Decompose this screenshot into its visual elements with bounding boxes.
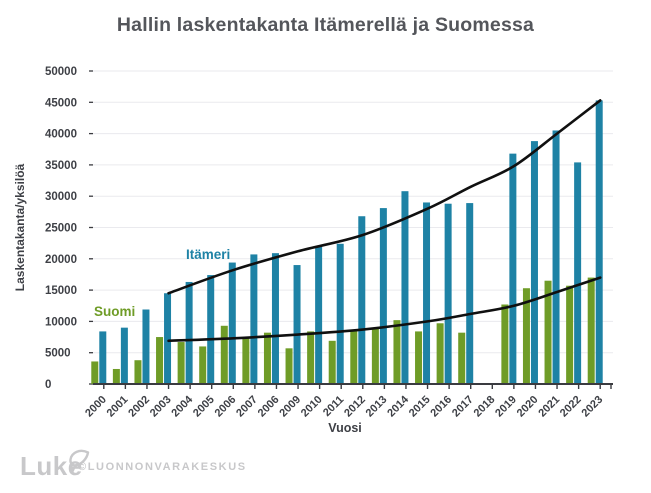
bar-suomi-2014 [393,320,401,384]
bar-suomi-2002 [134,360,142,384]
bar-itameri-2012 [358,216,366,384]
bar-itameri-2009 [293,265,301,384]
y-tick-label-5000: 5000 [45,348,71,360]
series-label-itämeri: Itämeri [186,247,230,262]
x-tick-label-0: 2000 [83,394,109,420]
y-tick-label-40000: 40000 [45,129,77,141]
y-tick-label-50000: 50000 [45,66,77,78]
luke-leaf-icon [69,449,90,473]
trend-line-suomi [167,276,602,343]
bar-suomi-2015 [415,331,423,384]
y-tick-label-35000: 35000 [45,160,77,172]
x-tick-label-3: 2003 [148,394,174,420]
x-tick-label-7: 2007 [234,394,260,420]
bar-suomi-2005 [199,346,207,384]
bar-suomi-2017 [458,332,466,384]
bar-itameri-2001 [120,327,128,384]
bar-itameri-2019 [509,153,517,384]
bar-suomi-2006 [220,325,228,384]
y-tick-label-10000: 10000 [45,316,77,328]
bar-suomi-2008 [263,332,271,384]
series-label-suomi: Suomi [94,304,135,319]
x-tick-label-16: 2016 [428,394,454,420]
bar-itameri-2017 [466,203,474,384]
x-tick-label-23: 2023 [580,394,606,420]
x-tick-label-2: 2002 [126,394,152,420]
x-axis-title: Vuosi [328,421,362,435]
bar-suomi-2003 [156,337,164,384]
bar-itameri-2007 [250,254,258,384]
chart-plot: 0 5000 10000 15000 20000 25000 30000 35000 40000… [13,66,613,435]
bar-itameri-2013 [379,208,387,384]
bar-suomi-2004 [177,342,185,384]
bar-suomi-2021 [544,280,552,384]
x-tick-label-12: 2012 [342,394,368,420]
bar-itameri-2004 [185,281,193,384]
x-tick-label-17: 2017 [450,394,476,420]
x-tick-label-4: 2004 [169,393,195,419]
bar-suomi-2016 [436,323,444,384]
bar-suomi-2022 [566,285,574,384]
bar-suomi-2001 [112,368,120,384]
bar-itameri-2015 [423,202,431,384]
bar-itameri-2010 [315,246,323,384]
y-tick-label-25000: 25000 [45,223,77,235]
x-tick-label-6: 2006 [213,394,239,420]
footer: Luke ©LUONNONVARAKESKUS [0,435,651,485]
x-tick-label-9: 2009 [277,394,303,420]
bar-suomi-2010 [307,331,315,384]
bar-suomi-2013 [371,328,379,384]
bar-itameri-2003 [164,293,172,384]
bar-itameri-2014 [401,191,409,384]
y-tick-label-20000: 20000 [45,254,77,266]
bar-suomi-2011 [328,340,336,384]
bar-itameri-2020 [530,141,538,384]
x-tick-label-20: 2020 [515,394,541,420]
x-tick-label-11: 2011 [321,394,346,419]
bar-suomi-2023 [587,277,595,384]
chart-title: Hallin laskentakanta Itämerellä ja Suome… [116,14,535,36]
luke-logo: Luke [20,449,90,482]
bar-itameri-2023 [595,100,603,384]
x-tick-label-13: 2013 [364,394,390,420]
bar-itameri-2000 [99,331,107,384]
x-tick-label-1: 2001 [105,394,131,420]
x-tick-label-18: 2018 [472,394,498,420]
bar-suomi-2020 [522,288,530,384]
x-tick-label-14: 2014 [385,393,411,419]
x-tick-label-8: 2006 [256,394,282,420]
bar-itameri-2006 [228,262,236,384]
x-tick-label-22: 2022 [558,394,584,420]
bar-itameri-2011 [336,243,344,384]
y-tick-label-0: 0 [45,379,51,391]
bar-itameri-2008 [271,253,279,384]
bar-suomi-2009 [285,348,293,384]
y-tick-label-30000: 30000 [45,191,77,203]
x-tick-label-19: 2019 [493,394,519,420]
x-tick-label-10: 2010 [299,394,325,420]
bar-itameri-2002 [142,309,150,384]
bar-suomi-2019 [501,304,509,384]
y-axis-title: Laskentakanta/yksilöä [13,163,27,291]
bar-itameri-2005 [207,275,215,384]
trend-line-itämeri [167,99,602,295]
bar-itameri-2016 [444,203,452,384]
copyright-text: ©LUONNONVARAKESKUS [78,461,247,473]
x-tick-label-15: 2015 [407,394,433,420]
bar-suomi-2000 [91,361,99,384]
x-tick-label-5: 2005 [191,394,217,420]
bar-suomi-2007 [242,337,250,384]
y-tick-label-45000: 45000 [45,97,77,109]
x-tick-label-21: 2021 [536,394,562,420]
bar-itameri-2021 [552,130,560,384]
y-tick-label-15000: 15000 [45,285,77,297]
bar-suomi-2012 [350,329,358,384]
bar-itameri-2022 [574,162,582,384]
